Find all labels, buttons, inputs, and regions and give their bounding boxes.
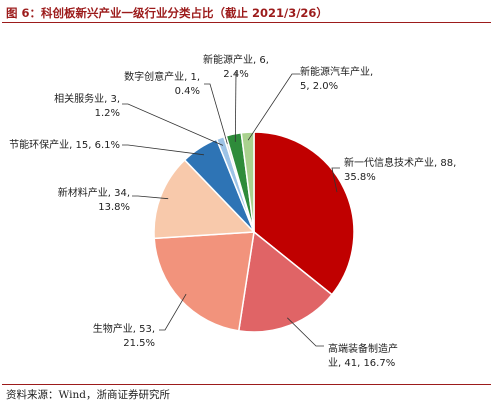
source-note: 资料来源：Wind，浙商证券研究所 [6, 389, 170, 401]
pie-slice [153, 231, 255, 332]
leader-line [159, 293, 187, 331]
pie-slice [237, 230, 334, 333]
slice-label: 节能环保产业, 15, 6.1% [9, 138, 120, 151]
slice-label: 数字创意产业, 1, 0.4% [124, 70, 200, 97]
slice-label: 新材料产业, 34, 13.8% [58, 186, 130, 213]
pie-slice [153, 158, 256, 240]
footer-rule [2, 384, 491, 385]
leader-line [234, 71, 237, 142]
slice-label: 相关服务业, 3, 1.2% [54, 92, 120, 119]
slice-label: 新能源产业, 6, 2.4% [203, 53, 269, 80]
leader-line [247, 73, 300, 141]
pie-slice [253, 131, 355, 296]
leader-line [204, 83, 228, 145]
leader-line [122, 103, 224, 146]
chart-title: 图 6：科创板新兴产业一级行业分类占比（截止 2021/3/26） [6, 6, 328, 20]
slice-label: 高端装备制造产业, 41, 16.7% [328, 342, 398, 369]
title-rule [2, 22, 491, 23]
slice-label: 新一代信息技术产业, 88, 35.8% [344, 156, 456, 183]
slice-label: 生物产业, 53, 21.5% [93, 322, 155, 349]
slice-label: 新能源汽车产业, 5, 2.0% [300, 65, 373, 92]
leader-line [287, 317, 324, 347]
leader-line [331, 167, 340, 193]
leader-line [132, 195, 169, 200]
leader-line [122, 144, 205, 156]
